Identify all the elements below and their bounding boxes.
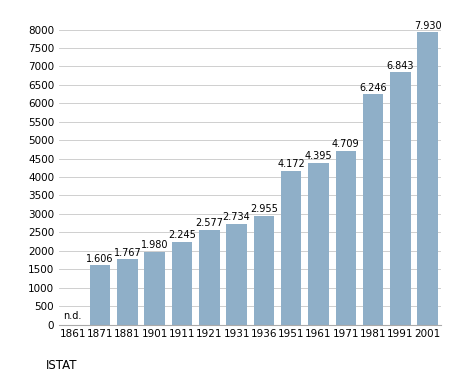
- Bar: [308, 163, 329, 325]
- Text: 1.606: 1.606: [86, 254, 114, 264]
- Text: 1.767: 1.767: [114, 248, 141, 258]
- Text: 4.172: 4.172: [278, 159, 305, 169]
- Bar: [199, 229, 219, 325]
- Text: 1.980: 1.980: [141, 240, 168, 250]
- Bar: [253, 216, 274, 325]
- Bar: [144, 251, 165, 325]
- Bar: [90, 265, 110, 325]
- Text: n.d.: n.d.: [64, 311, 82, 321]
- Bar: [226, 224, 247, 325]
- Bar: [418, 32, 438, 325]
- Text: ISTAT: ISTAT: [46, 359, 77, 372]
- Text: 2.955: 2.955: [250, 204, 278, 214]
- Bar: [172, 242, 192, 325]
- Text: 7.930: 7.930: [414, 21, 441, 31]
- Bar: [390, 72, 410, 325]
- Bar: [117, 259, 137, 325]
- Text: 6.246: 6.246: [359, 83, 387, 93]
- Text: 6.843: 6.843: [387, 61, 414, 71]
- Bar: [281, 171, 301, 325]
- Text: 2.734: 2.734: [223, 212, 250, 222]
- Bar: [336, 151, 356, 325]
- Text: 4.395: 4.395: [305, 151, 332, 161]
- Text: 2.577: 2.577: [195, 218, 223, 228]
- Text: 2.245: 2.245: [168, 230, 196, 240]
- Text: 4.709: 4.709: [332, 140, 359, 150]
- Bar: [363, 94, 383, 325]
